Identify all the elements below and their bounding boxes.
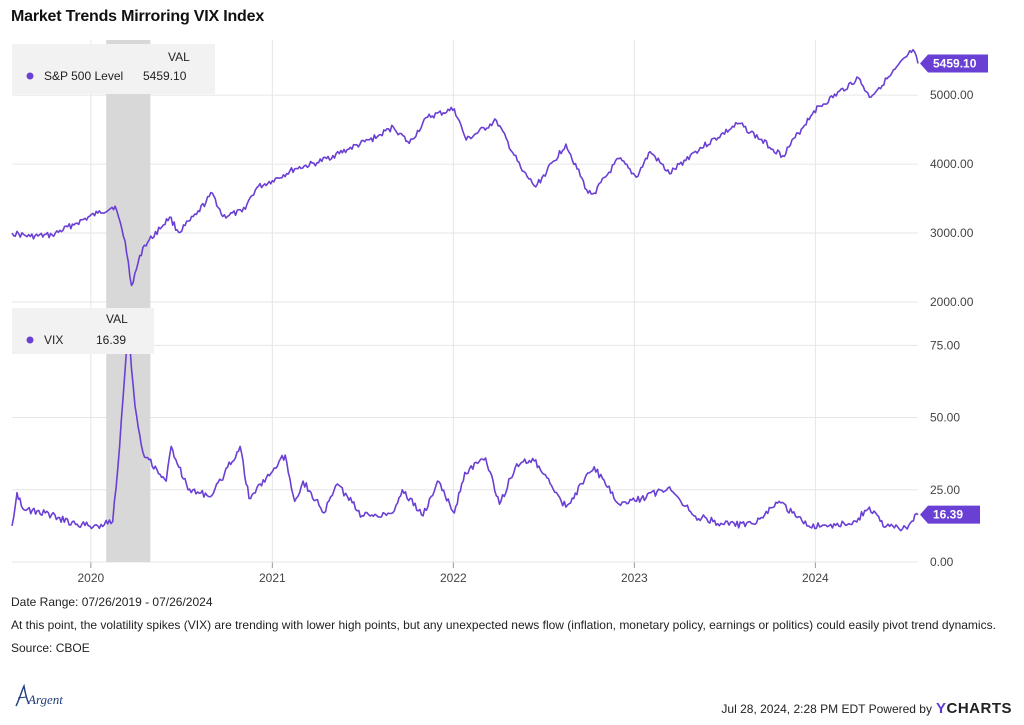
chart-area: 2020 2021 2022 2023 2024 5000.00 4000.00 3000.0…: [11, 40, 988, 585]
top-legend-bg: [12, 44, 215, 94]
y-tick-label: 4000.00: [930, 157, 974, 171]
timestamp: Jul 28, 2024, 2:28 PM EDT Powered by: [721, 701, 932, 716]
top-legend-series-value: 5459.10: [143, 69, 187, 83]
ycharts-logo: YCHARTS: [936, 700, 1012, 717]
y-tick-label: 75.00: [930, 338, 960, 352]
x-tick-label: 2021: [259, 571, 286, 585]
commentary: At this point, the volatility spikes (VI…: [11, 618, 996, 632]
bottom-badge-text: 16.39: [933, 508, 963, 522]
y-tick-label: 5000.00: [930, 88, 974, 102]
sp500-series-line: [11, 48, 919, 287]
grid-lines: [12, 40, 918, 568]
top-legend-series-name: S&P 500 Level: [44, 69, 123, 83]
bottom-legend-dot: [26, 336, 34, 344]
date-range: Date Range: 07/26/2019 - 07/26/2024: [11, 595, 213, 609]
axis-labels: 2020 2021 2022 2023 2024 5000.00 4000.00 3000.0…: [77, 88, 973, 585]
x-tick-label: 2022: [440, 571, 467, 585]
ycharts-logo-rest: CHARTS: [946, 700, 1012, 717]
top-legend-dot: [26, 72, 34, 80]
bottom-legend: VAL VIX 16.39: [12, 308, 154, 354]
bottom-legend-series-name: VIX: [44, 333, 63, 347]
top-legend: VAL S&P 500 Level 5459.10: [12, 44, 215, 94]
bottom-value-badge: 16.39: [920, 505, 980, 524]
y-tick-label: 0.00: [930, 555, 954, 569]
top-badge-text: 5459.10: [933, 57, 977, 71]
chart-title: Market Trends Mirroring VIX Index: [11, 8, 265, 25]
footer: Date Range: 07/26/2019 - 07/26/2024 At t…: [11, 594, 1011, 663]
recession-band: [106, 40, 151, 562]
bottom-legend-header: VAL: [106, 312, 128, 326]
plot-lines: [11, 48, 919, 532]
y-tick-label: 50.00: [930, 411, 960, 425]
argent-logo-text: Argent: [27, 692, 63, 707]
top-value-badge: 5459.10: [920, 54, 988, 73]
x-tick-label: 2020: [77, 571, 104, 585]
vix-series-line: [11, 324, 919, 532]
ycharts-logo-y: Y: [935, 700, 947, 717]
y-tick-label: 2000.00: [930, 295, 974, 309]
y-tick-label: 25.00: [930, 483, 960, 497]
bottom-badge-shape: [920, 505, 980, 524]
y-tick-label: 3000.00: [930, 226, 974, 240]
bottom-legend-bg: [12, 308, 154, 354]
argent-logo: Argent: [15, 684, 63, 707]
source: Source: CBOE: [11, 641, 90, 655]
top-badge-shape: [920, 54, 988, 73]
x-tick-label: 2024: [802, 571, 829, 585]
bottom-legend-series-value: 16.39: [96, 333, 126, 347]
top-legend-header: VAL: [168, 50, 190, 64]
powered-by: Jul 28, 2024, 2:28 PM EDT Powered by YCH…: [721, 700, 1012, 717]
x-tick-label: 2023: [621, 571, 648, 585]
